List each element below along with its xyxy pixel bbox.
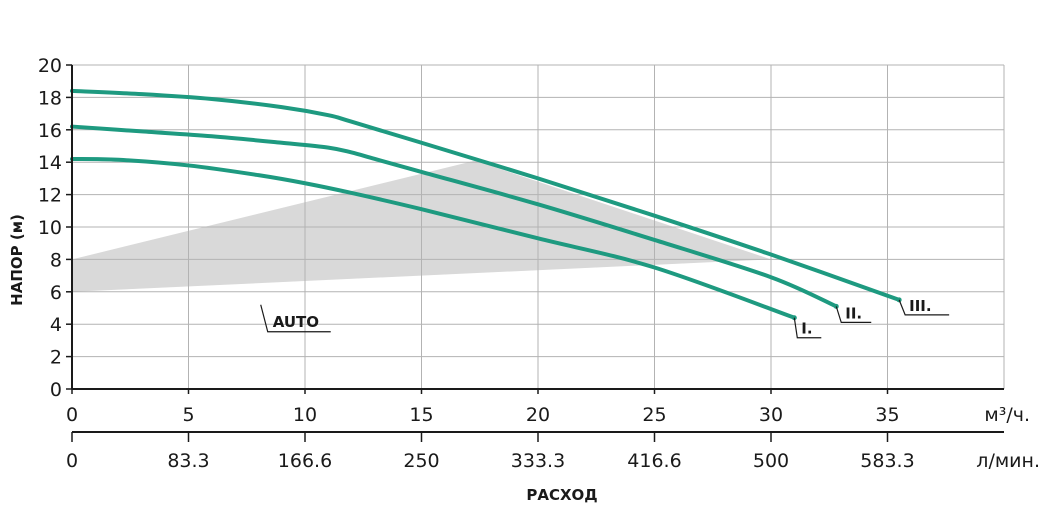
- y-tick-label: 4: [50, 314, 62, 336]
- x-tick-label-primary: 35: [875, 404, 899, 426]
- x-tick-label-secondary: 83.3: [167, 450, 209, 472]
- y-tick-label: 16: [38, 120, 62, 142]
- x-tick-label-primary: 20: [526, 404, 550, 426]
- auto-label: AUTO: [273, 313, 319, 331]
- x-tick-label-primary: 5: [182, 404, 194, 426]
- curve-3: [70, 88, 902, 302]
- x-tick-label-primary: 15: [409, 404, 433, 426]
- y-tick-label: 12: [38, 185, 62, 207]
- auto-leader: [260, 304, 331, 333]
- x-tick-label-secondary: 500: [753, 450, 789, 472]
- curve-2: [70, 124, 839, 309]
- x-unit-secondary: л/мин.: [976, 450, 1040, 472]
- x-tick-label-primary: 0: [66, 404, 78, 426]
- curve-label: I.: [801, 320, 812, 338]
- y-tick-label: 20: [38, 55, 62, 77]
- x-axis-title: РАСХОД: [526, 486, 597, 504]
- curve-leader: [793, 317, 822, 339]
- curve-leader: [835, 306, 872, 323]
- x-tick-label-secondary: 166.6: [278, 450, 332, 472]
- x-tick-label-primary: 25: [642, 404, 666, 426]
- x-tick-label-secondary: 416.6: [627, 450, 681, 472]
- curve-label: II.: [845, 304, 862, 322]
- y-tick-label: 10: [38, 217, 62, 239]
- y-tick-label: 6: [50, 282, 62, 304]
- y-tick-label: 2: [50, 347, 62, 369]
- y-tick-label: 0: [50, 379, 62, 401]
- curve-1: [70, 156, 797, 320]
- y-tick-label: 18: [38, 87, 62, 109]
- x-tick-label-secondary: 583.3: [860, 450, 914, 472]
- x-tick-label-secondary: 333.3: [511, 450, 565, 472]
- y-axis-title: НАПОР (м): [8, 214, 26, 306]
- curve-label: III.: [909, 297, 931, 315]
- y-tick-label: 14: [38, 152, 62, 174]
- x-tick-label-primary: 30: [759, 404, 783, 426]
- curve-leader: [898, 299, 950, 316]
- x-tick-label-primary: 10: [293, 404, 317, 426]
- x-tick-label-secondary: 250: [403, 450, 439, 472]
- x-tick-label-secondary: 0: [66, 450, 78, 472]
- y-tick-label: 8: [50, 249, 62, 271]
- grid: [71, 64, 1005, 390]
- x-unit-primary: м³/ч.: [984, 404, 1030, 426]
